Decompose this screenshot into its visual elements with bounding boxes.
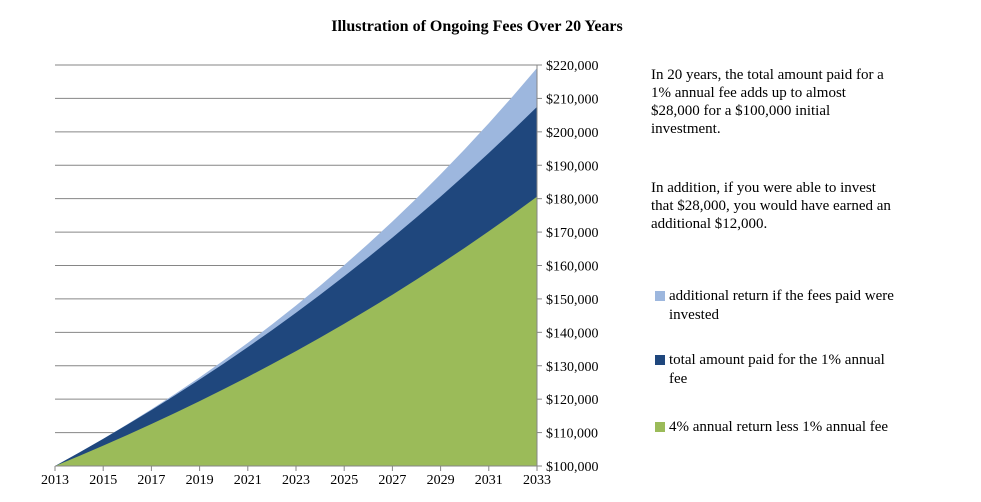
legend-label: additional return if the fees paid were … <box>669 288 894 323</box>
legend-swatch <box>655 422 665 432</box>
y-tick-label: $150,000 <box>546 293 599 308</box>
y-tick-label: $110,000 <box>546 427 598 442</box>
annotation: In 20 years, the total amount paid for a… <box>651 67 884 137</box>
y-tick-label: $130,000 <box>546 360 599 375</box>
y-tick-label: $210,000 <box>546 92 599 107</box>
x-tick-label: 2021 <box>234 473 262 488</box>
legend-swatch <box>655 291 665 301</box>
y-tick-label: $200,000 <box>546 126 599 141</box>
y-tick-label: $160,000 <box>546 260 599 275</box>
legend-item: 4% annual return less 1% annual fee <box>655 418 904 437</box>
legend-swatch <box>655 355 665 365</box>
annotation: In addition, if you were able to invest … <box>651 180 891 232</box>
x-tick-label: 2025 <box>330 473 358 488</box>
y-tick-label: $100,000 <box>546 460 599 475</box>
legend-item: additional return if the fees paid were … <box>655 287 904 325</box>
x-tick-label: 2023 <box>282 473 310 488</box>
x-tick-label: 2013 <box>41 473 69 488</box>
x-tick-label: 2015 <box>89 473 117 488</box>
area <box>55 196 537 466</box>
x-tick-label: 2017 <box>137 473 165 488</box>
y-tick-label: $220,000 <box>546 59 599 74</box>
legend-label: 4% annual return less 1% annual fee <box>669 419 889 435</box>
x-tick-label: 2019 <box>186 473 214 488</box>
y-tick-label: $180,000 <box>546 193 599 208</box>
x-tick-label: 2031 <box>475 473 503 488</box>
legend-label: total amount paid for the 1% annual fee <box>669 352 885 387</box>
x-tick-label: 2033 <box>523 473 551 488</box>
x-tick-label: 2027 <box>378 473 406 488</box>
x-tick-label: 2029 <box>427 473 455 488</box>
y-tick-label: $120,000 <box>546 393 599 408</box>
y-tick-label: $140,000 <box>546 326 599 341</box>
y-tick-label: $190,000 <box>546 159 599 174</box>
chart-title: Illustration of Ongoing Fees Over 20 Yea… <box>331 18 623 35</box>
y-tick-label: $170,000 <box>546 226 599 241</box>
legend-item: total amount paid for the 1% annual fee <box>655 351 904 389</box>
